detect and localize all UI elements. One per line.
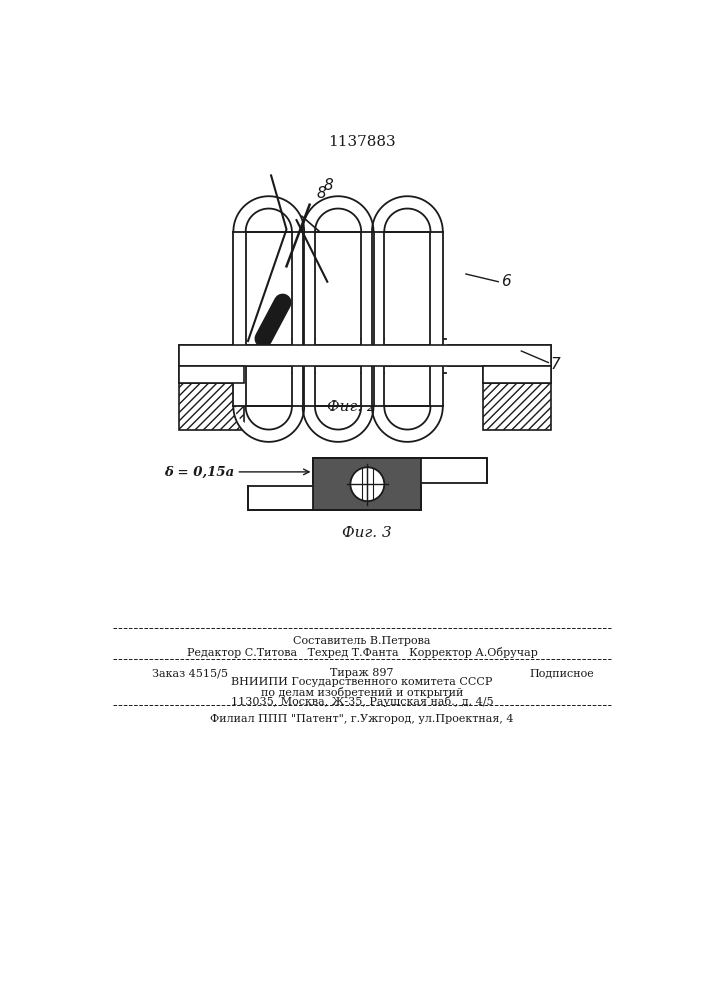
Text: 7: 7: [551, 357, 561, 372]
FancyBboxPatch shape: [431, 366, 443, 406]
Bar: [179, 345, 551, 366]
FancyBboxPatch shape: [361, 232, 373, 345]
Bar: [179, 345, 551, 366]
FancyBboxPatch shape: [303, 232, 315, 345]
Text: по делам изобретений и открытий: по делам изобретений и открытий: [261, 687, 463, 698]
FancyBboxPatch shape: [372, 366, 385, 406]
Text: ВНИИПИ Государственного комитета СССР: ВНИИПИ Государственного комитета СССР: [231, 677, 493, 687]
Text: δ = 0,15a: δ = 0,15a: [164, 465, 234, 478]
Text: 1137883: 1137883: [328, 135, 396, 149]
FancyBboxPatch shape: [292, 232, 304, 345]
FancyBboxPatch shape: [361, 366, 373, 406]
Text: Заказ 4515/5: Заказ 4515/5: [152, 668, 228, 678]
FancyBboxPatch shape: [292, 366, 304, 406]
FancyBboxPatch shape: [233, 232, 246, 345]
Text: 8: 8: [324, 178, 334, 193]
Bar: [483, 366, 551, 383]
Bar: [483, 383, 551, 430]
FancyBboxPatch shape: [303, 366, 315, 406]
Bar: [248, 486, 421, 510]
Bar: [313, 458, 421, 510]
Text: 8: 8: [316, 186, 326, 201]
Bar: [179, 383, 244, 430]
Bar: [179, 366, 244, 383]
Text: Филиал ППП "Патент", г.Ужгород, ул.Проектная, 4: Филиал ППП "Патент", г.Ужгород, ул.Проек…: [210, 714, 514, 724]
Text: Тираж 897: Тираж 897: [330, 668, 394, 678]
Circle shape: [351, 467, 385, 501]
FancyBboxPatch shape: [372, 232, 385, 345]
Text: Подписное: Подписное: [529, 668, 594, 678]
Text: 6: 6: [501, 274, 511, 289]
Text: Фиг. 2: Фиг. 2: [327, 400, 377, 414]
Bar: [313, 458, 486, 483]
Text: Составитель В.Петрова: Составитель В.Петрова: [293, 636, 431, 646]
FancyBboxPatch shape: [431, 232, 443, 345]
Text: Фиг. 3: Фиг. 3: [342, 526, 392, 540]
FancyBboxPatch shape: [233, 366, 246, 406]
Text: Редактор С.Титова   Техред Т.Фанта   Корректор А.Обручар: Редактор С.Титова Техред Т.Фанта Коррект…: [187, 647, 537, 658]
Bar: [483, 366, 551, 383]
Bar: [179, 366, 244, 383]
Text: 113035, Москва, Ж-35, Раушская наб., д. 4/5: 113035, Москва, Ж-35, Раушская наб., д. …: [230, 696, 493, 707]
